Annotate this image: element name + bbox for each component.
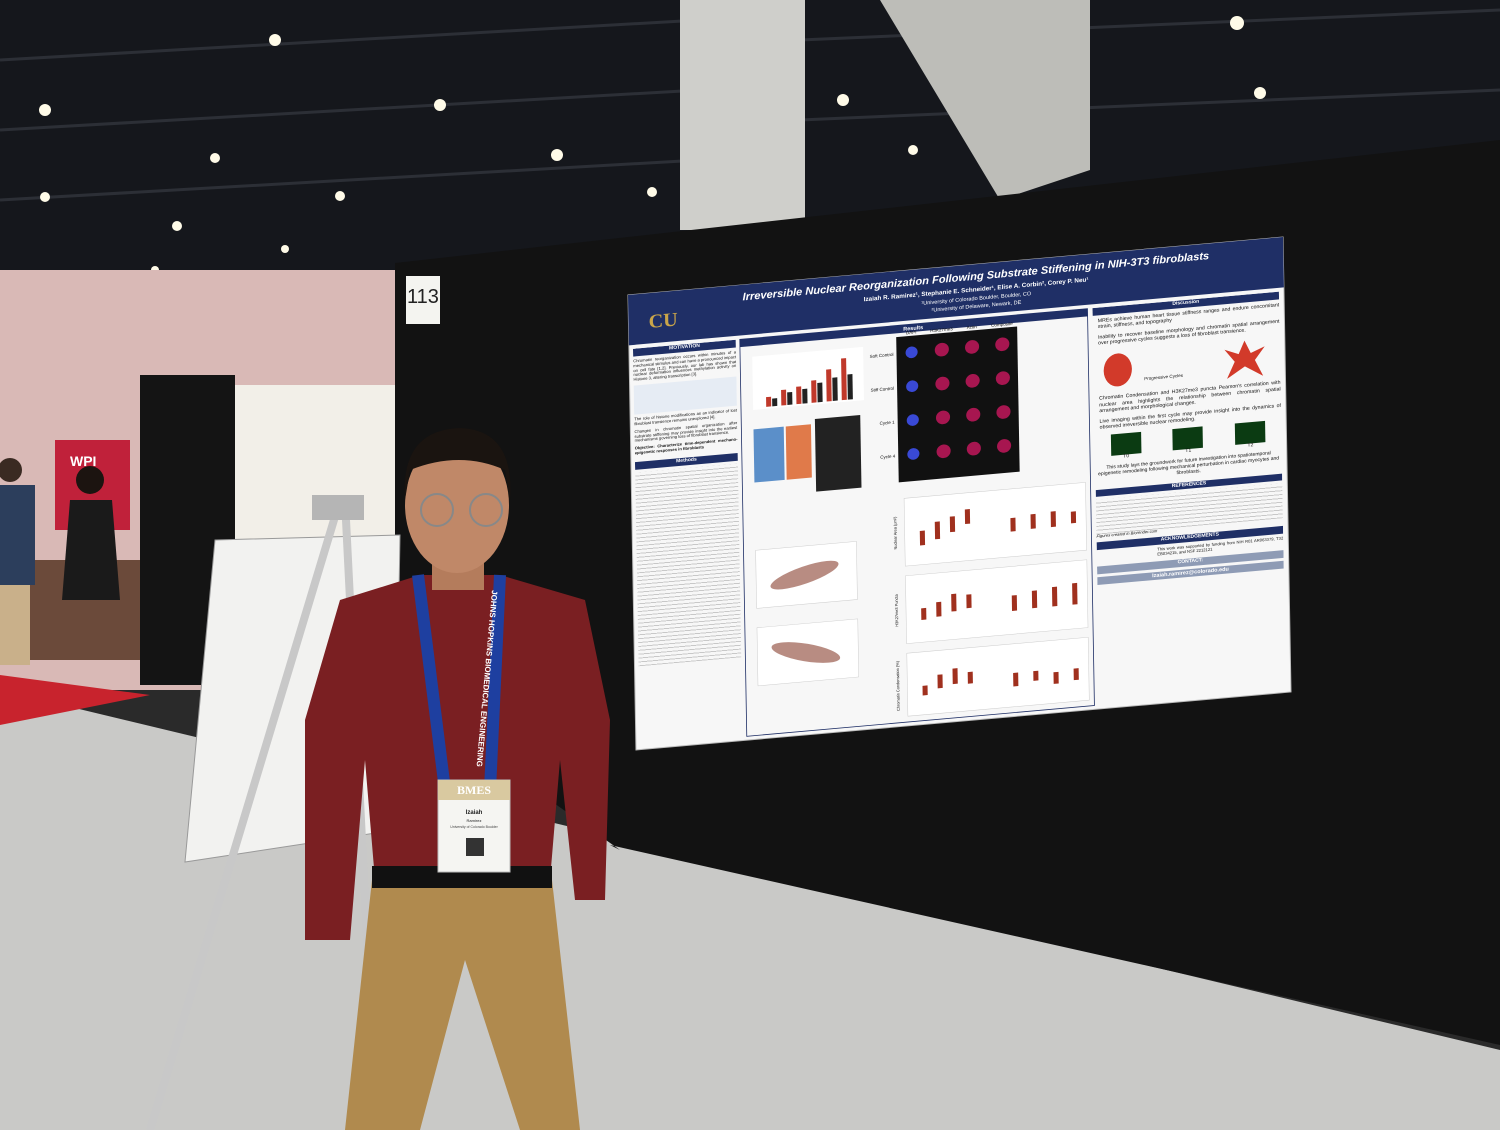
badge-first-name: Izaiah bbox=[466, 810, 483, 816]
timepoint: T0 bbox=[1110, 431, 1142, 462]
glasses bbox=[420, 493, 503, 527]
live-image bbox=[1110, 431, 1142, 456]
poster-header bbox=[628, 237, 1284, 346]
left-column: MOTIVATION Chromatin reorganization occu… bbox=[632, 339, 742, 667]
cell-icon bbox=[1103, 352, 1133, 389]
live-image bbox=[1172, 426, 1204, 451]
face bbox=[405, 437, 509, 573]
shirt bbox=[305, 575, 610, 940]
results-bar bbox=[739, 308, 1088, 348]
boxplot-figures bbox=[755, 482, 1090, 717]
methods-text bbox=[635, 463, 742, 667]
badge-last-name: Ramirez bbox=[467, 818, 482, 823]
axis-label: Nuclear Area (μm²) bbox=[892, 516, 898, 550]
row-label: Cycle 4 bbox=[880, 454, 896, 460]
booth-sign: WPI bbox=[70, 453, 96, 469]
row-label: Stiff Control bbox=[871, 386, 895, 393]
board-number-card bbox=[406, 276, 440, 324]
pillar-side bbox=[880, 0, 1090, 200]
right-column: Discussion MREs achieve human heart tiss… bbox=[1092, 291, 1284, 586]
pillar bbox=[680, 0, 805, 230]
column-label: H3K27me3 bbox=[930, 326, 953, 333]
badge-org: BMES bbox=[457, 783, 491, 797]
row-label: Cycle 1 bbox=[880, 420, 896, 426]
person: JOHNS HOPKINS BIOMEDICAL ENGINEERING BME… bbox=[305, 428, 610, 1130]
ceiling-lights bbox=[39, 16, 1266, 294]
university-logo: CU bbox=[648, 309, 677, 333]
live-image bbox=[1234, 420, 1266, 445]
cell-image-grid bbox=[896, 326, 1020, 483]
badge-qr bbox=[466, 838, 484, 856]
badge-affiliation: University of Colorado Boulder bbox=[450, 825, 498, 829]
axis-label: H3K27me3 Puncta bbox=[894, 593, 900, 627]
cell-icon bbox=[1224, 339, 1265, 379]
diagram-label: Progressive Cycles bbox=[1144, 373, 1184, 382]
column-label: DAPI bbox=[906, 330, 917, 336]
red-carpet bbox=[0, 675, 150, 725]
image-labels: DAPI H3K27me3 Actin Composite Soft Contr… bbox=[870, 321, 1014, 460]
timepoint: T2 bbox=[1234, 420, 1266, 451]
board-number: 113 bbox=[407, 286, 439, 308]
column-label: Composite bbox=[991, 321, 1013, 328]
timepoint: T1 bbox=[1172, 426, 1204, 456]
section-heading: Results bbox=[903, 325, 923, 333]
axis-label: Chromatin Condensation (%) bbox=[895, 660, 901, 711]
column-label: Actin bbox=[967, 324, 978, 330]
poster: CU Irreversible Nuclear Reorganization F… bbox=[627, 236, 1292, 751]
bar-chart-figure bbox=[752, 346, 864, 410]
lanyard-strap bbox=[412, 574, 506, 791]
row-label: Soft Control bbox=[870, 352, 894, 359]
trousers bbox=[345, 880, 580, 1130]
attendees bbox=[0, 458, 120, 665]
axis-labels: Nuclear Area (μm²) H3K27me3 Puncta Chrom… bbox=[892, 516, 901, 711]
microscopy-figure bbox=[753, 415, 862, 492]
hair bbox=[404, 428, 511, 500]
badge-header bbox=[438, 780, 510, 800]
